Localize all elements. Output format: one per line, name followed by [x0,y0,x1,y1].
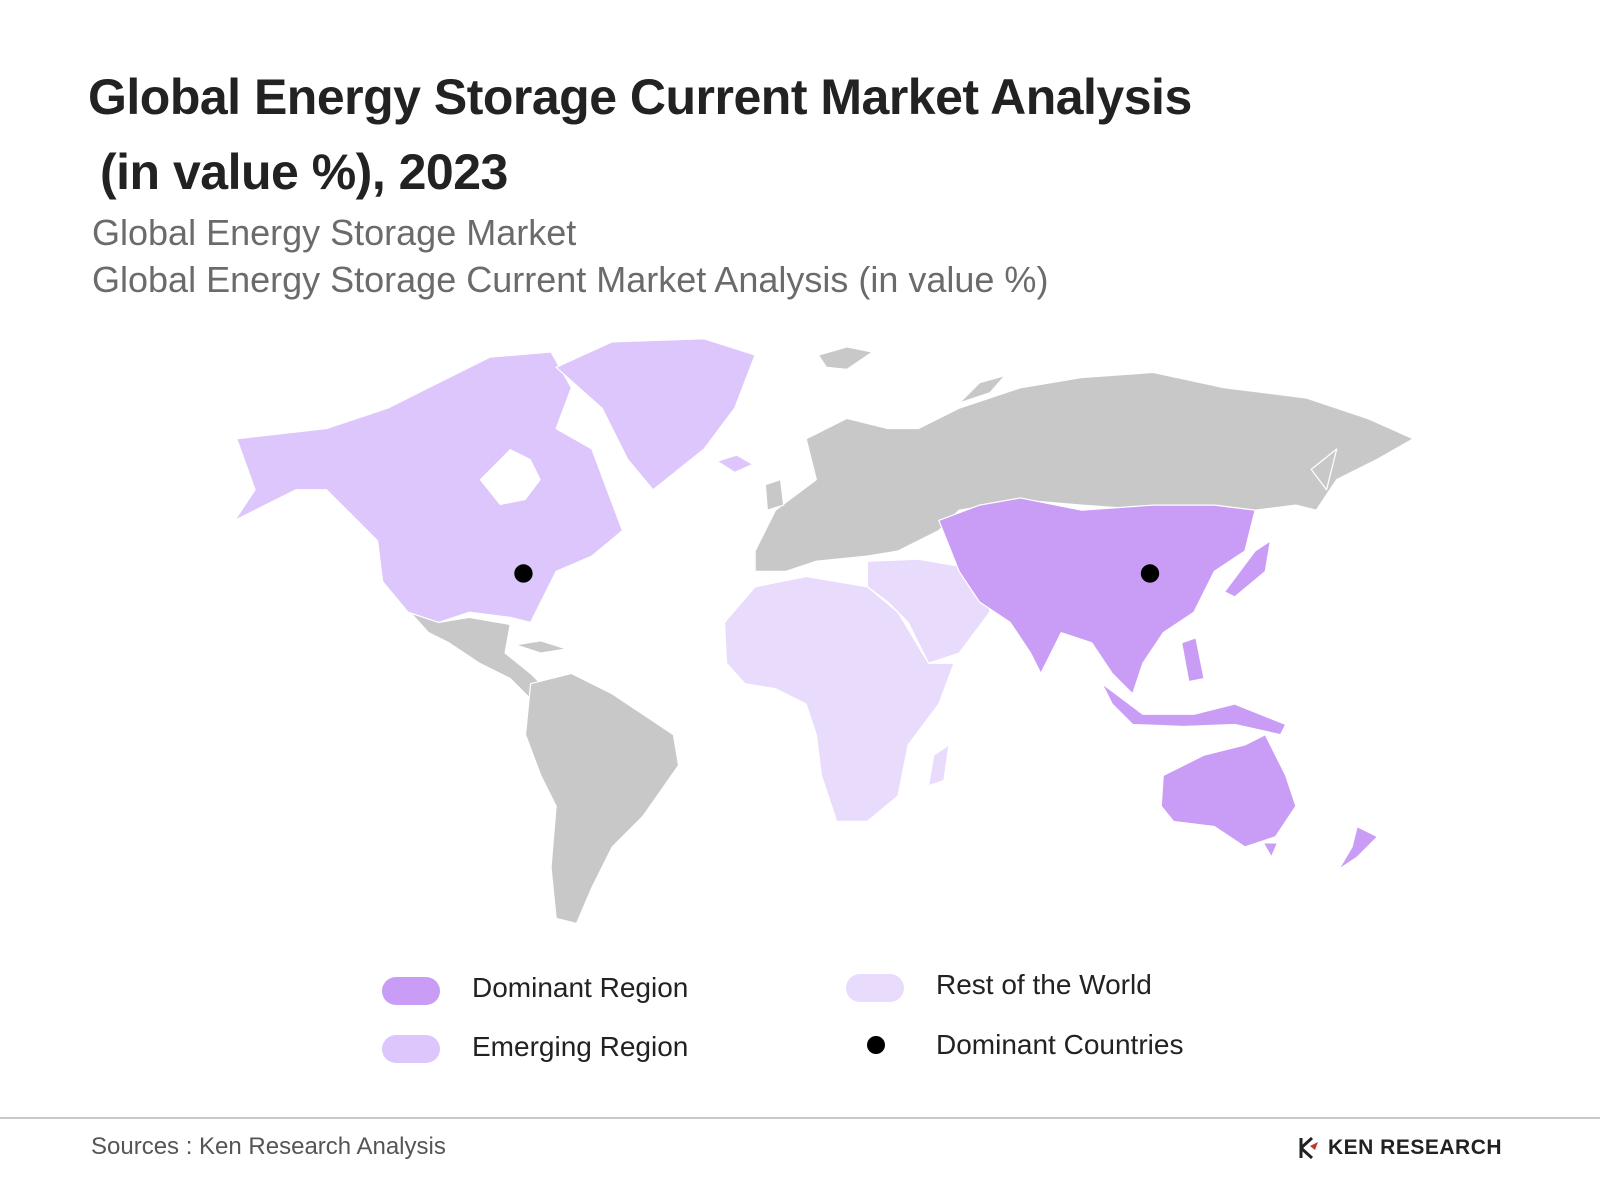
subtitle: Global Energy Storage Current Market Ana… [92,259,1049,300]
dominant-countries [514,564,1160,583]
novaya-zemlya [958,374,1006,404]
madagascar [927,744,950,787]
australia [1160,734,1297,848]
caribbean [514,640,567,654]
other-regions [407,346,1414,925]
legend-swatch [846,974,904,1002]
tasmania [1262,842,1279,858]
north-america [234,351,624,624]
sakhalin-kamchatka [1310,448,1338,491]
rest-of-world-region [723,558,991,823]
title: (in value %), 2023 [100,144,508,200]
asia [938,497,1256,695]
indonesia [1101,683,1287,736]
dominant-region [938,497,1379,870]
hudson-bay [479,448,541,506]
legend-label: Dominant Region [472,972,689,1003]
emerging-region [234,338,756,624]
philippines [1181,637,1205,683]
new-zealand [1338,825,1379,870]
logo-text: KEN RESEARCH [1328,1136,1503,1159]
legend-label: Rest of the World [936,969,1152,1000]
greenland [555,338,756,491]
country-marker [514,564,533,583]
iceland [716,454,754,474]
legend-swatch [382,1035,440,1063]
uk [764,478,785,511]
legend-label: Dominant Countries [936,1029,1184,1060]
africa [723,575,955,823]
country-marker [1140,564,1160,583]
logo-icon [1299,1136,1318,1160]
japan [1223,540,1272,598]
world-map [234,338,1414,1063]
south-america [524,672,680,925]
europe-russia [754,371,1414,573]
legend-swatch [867,1036,885,1054]
source: Sources : Ken Research Analysis [91,1133,446,1160]
middle-east [866,558,991,664]
svalbard [817,346,874,370]
footer-rule [0,1117,1600,1119]
legend-swatch [382,977,440,1005]
legend-label: Emerging Region [472,1031,689,1062]
subtitle: Global Energy Storage Market [92,212,577,253]
logo: KEN RESEARCH [1298,1136,1502,1160]
title: Global Energy Storage Current Market Ana… [88,69,1192,125]
